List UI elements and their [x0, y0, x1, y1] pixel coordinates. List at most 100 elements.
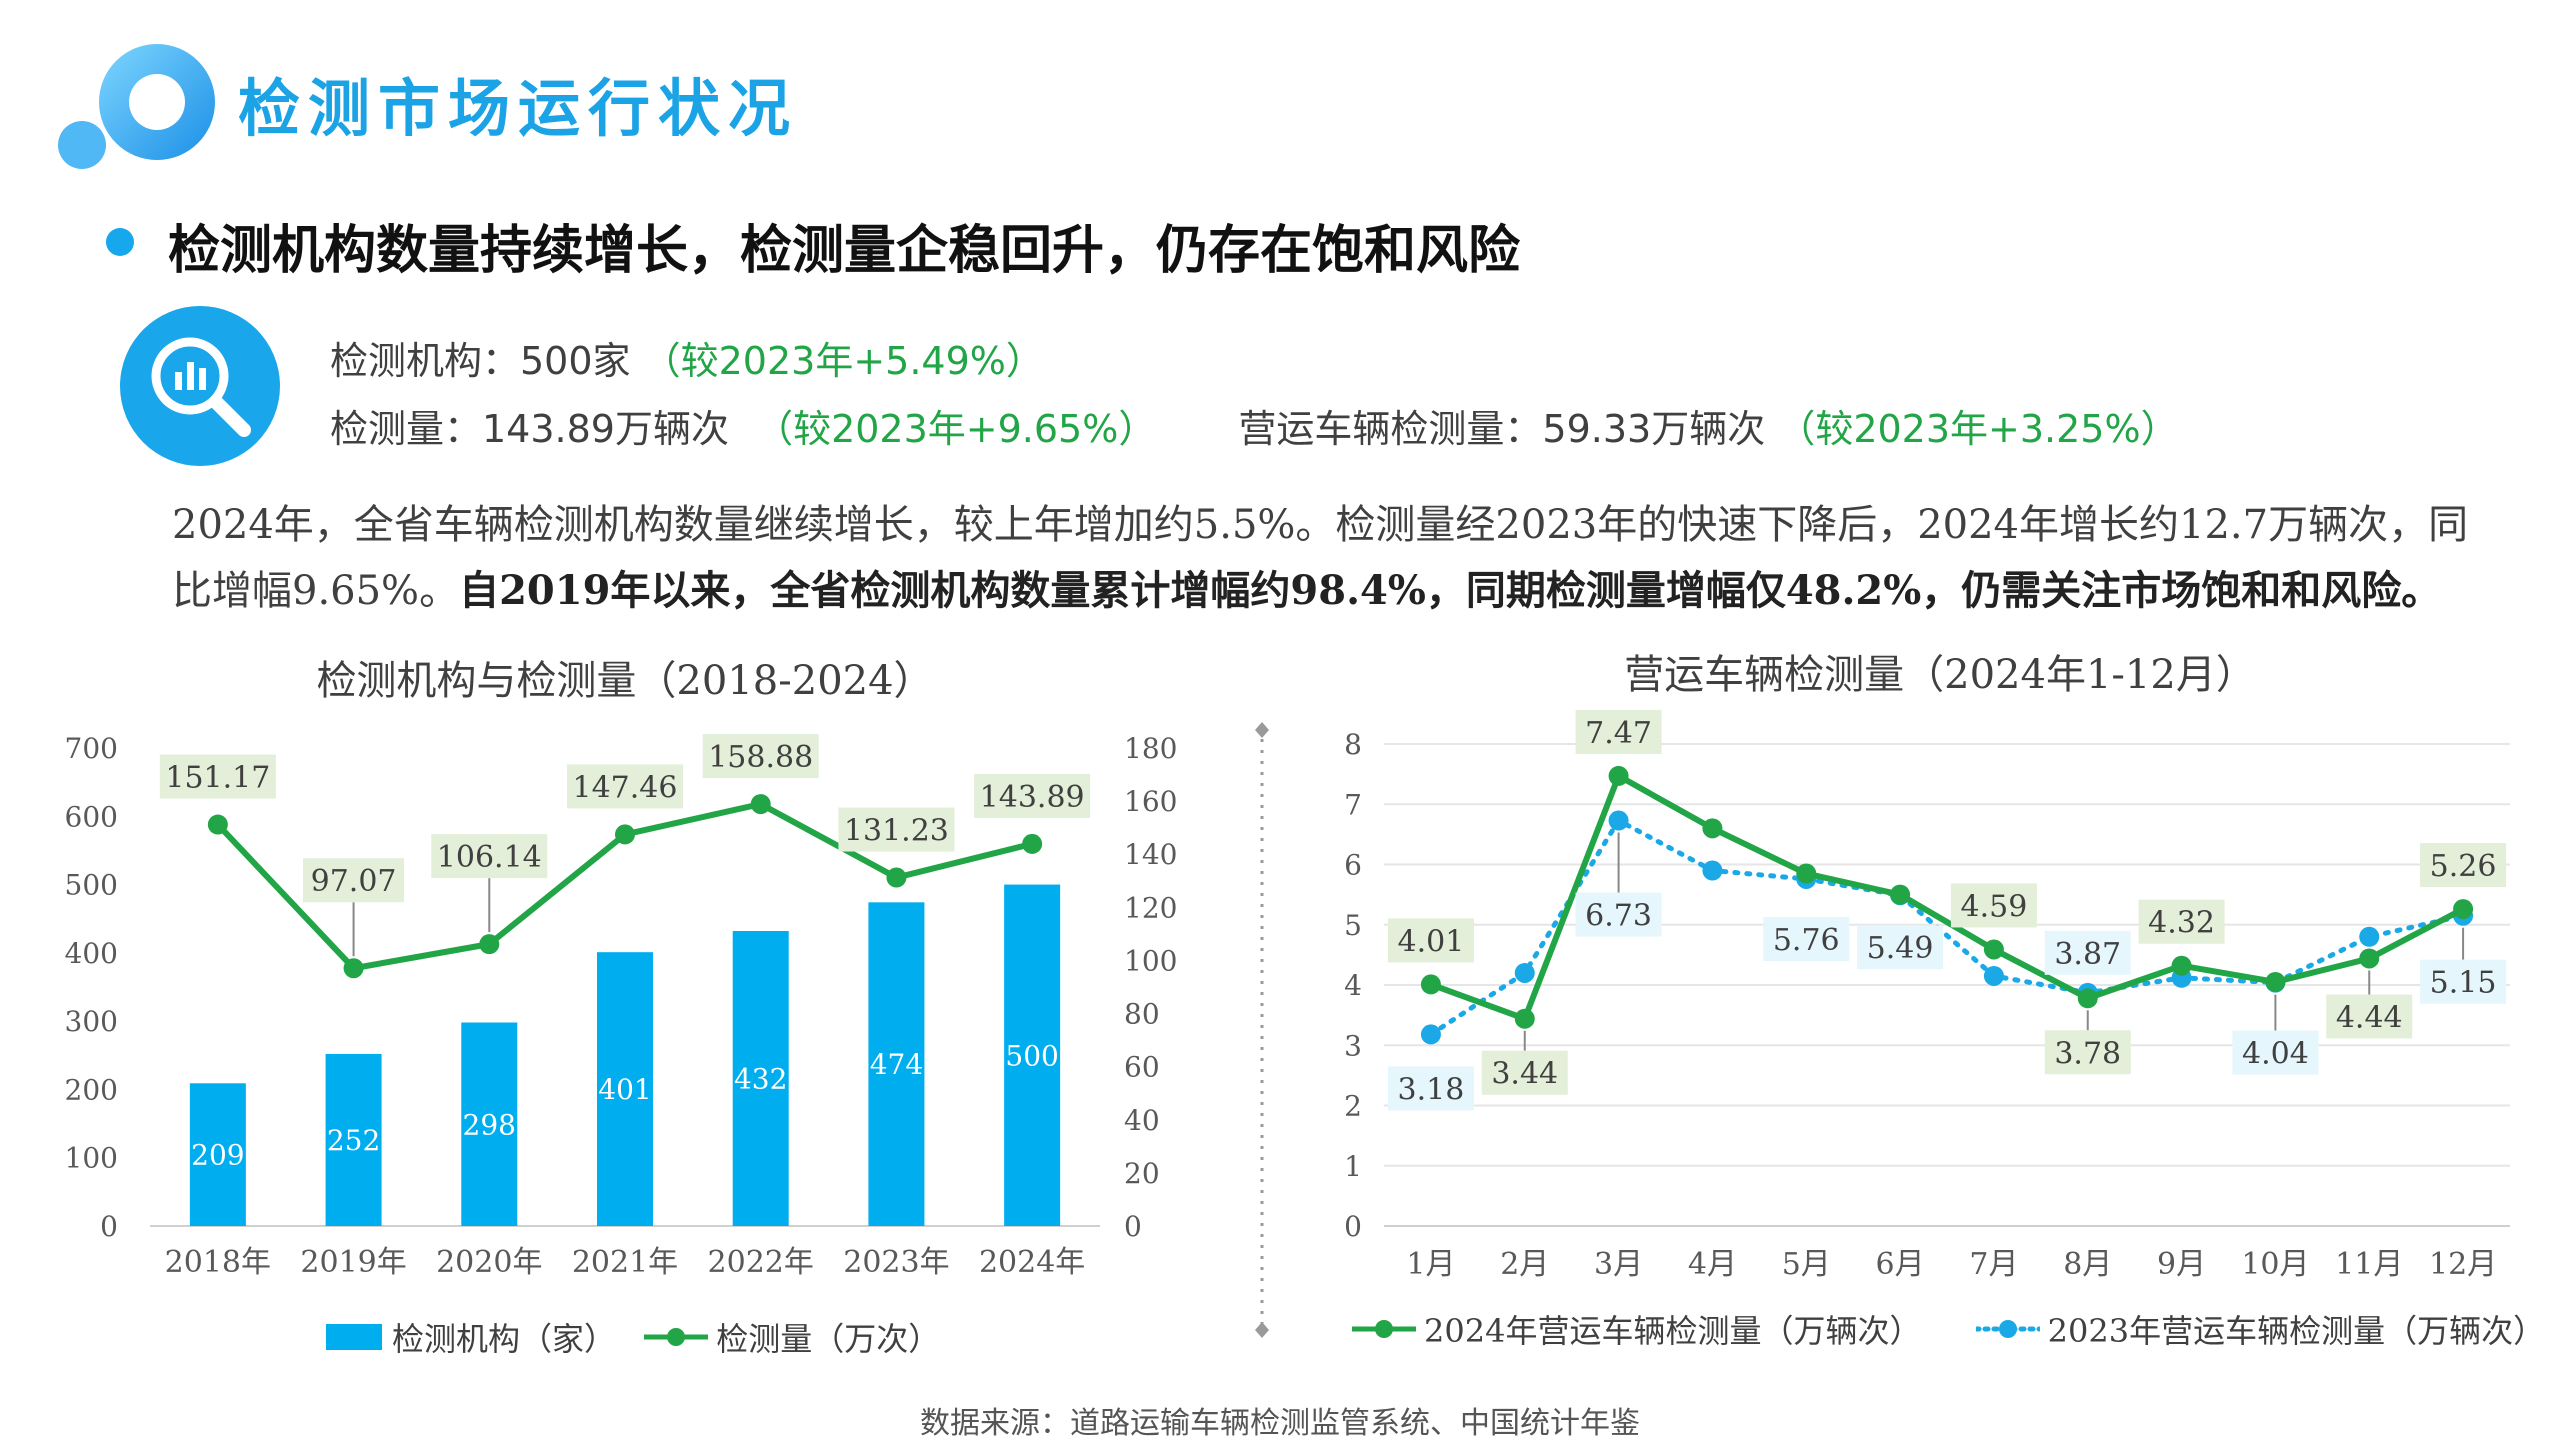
- chart2-x-tick: 4月: [1688, 1247, 1737, 1282]
- legend-item-2023: 2023年营运车辆检测量（万辆次）: [1975, 1306, 2546, 1352]
- chart1-bar-label: 401: [598, 1073, 651, 1106]
- chart2-point-2023: [1702, 860, 1723, 881]
- chart1-bar-label: 252: [327, 1124, 380, 1157]
- kpi-inspections-change: （较2023年+9.65%）: [755, 407, 1157, 451]
- kpi-commercial-change: （较2023年+3.25%）: [1777, 407, 2179, 451]
- chart2-legend: 2024年营运车辆检测量（万辆次） 2023年营运车辆检测量（万辆次）: [1352, 1306, 2560, 1352]
- chart2-point-2023: [1514, 962, 1535, 983]
- chart2-label-2024-box: [2420, 843, 2507, 888]
- chart2-y-tick: 6: [1344, 849, 1362, 882]
- chart1-volume-label-box: [838, 807, 955, 852]
- kpi-institutions: 检测机构：500家: [330, 339, 631, 383]
- chart2-y-tick: 5: [1344, 909, 1362, 942]
- chart1-y-tick: 700: [65, 732, 118, 765]
- chart1-legend: 检测机构（家） 检测量（万次）: [326, 1314, 958, 1360]
- chart1-x-tick: 2021年: [572, 1245, 678, 1280]
- chart2-label-2023: 3.87: [2054, 937, 2121, 972]
- legend-label-2024: 2024年营运车辆检测量（万辆次）: [1424, 1312, 1922, 1350]
- chart2-x-tick: 12月: [2429, 1247, 2497, 1282]
- chart2-point-2024: [1796, 863, 1817, 884]
- chart1-volume-label-box: [567, 764, 683, 809]
- chart2-point-2023: [1608, 810, 1629, 831]
- chart1-volume-label: 106.14: [437, 840, 542, 875]
- chart1-volume-label: 158.88: [708, 740, 813, 775]
- chart1-bar: [868, 902, 925, 1226]
- chart1-volume-point: [750, 794, 771, 815]
- chart1-volume-label-box: [303, 858, 405, 903]
- chart1-bar: [1004, 884, 1061, 1226]
- chart1-volume-label-box: [974, 773, 1091, 818]
- subtitle: 检测机构数量持续增长，检测量企稳回升，仍存在饱和风险: [168, 221, 1521, 281]
- chart2-point-2024: [2171, 955, 2192, 976]
- chart1-volume-label: 151.17: [165, 761, 270, 796]
- chart2-label-2024-box: [2326, 994, 2413, 1039]
- chart2-x-tick: 5月: [1782, 1247, 1831, 1282]
- chart2-point-2024: [1514, 1008, 1535, 1029]
- chart2-label-2023-box: [1575, 892, 1662, 937]
- chart2-y-tick: 0: [1344, 1210, 1362, 1243]
- chart1-bar: [732, 931, 789, 1226]
- chart2-x-tick: 2月: [1500, 1247, 1549, 1282]
- chart1-x-tick: 2018年: [165, 1245, 271, 1280]
- chart1-x-tick: 2023年: [843, 1245, 949, 1280]
- legend-item-volume: 检测量（万次）: [644, 1314, 940, 1360]
- chart2-label-2024-box: [1387, 918, 1474, 963]
- chart2-label-2023: 4.04: [2242, 1037, 2309, 1072]
- chart1-bar: [325, 1053, 382, 1226]
- summary-paragraph: 2024年，全省车辆检测机构数量继续增长，较上年增加约5.5%。检测量经2023…: [172, 492, 2502, 624]
- chart2-y-tick: 3: [1344, 1029, 1362, 1062]
- kpi-institutions-change: （较2023年+5.49%）: [642, 339, 1044, 383]
- chart1-y-tick: 200: [65, 1073, 118, 1106]
- chart1-volume-point: [615, 824, 635, 845]
- chart2-line-2023: [1428, 817, 2466, 1037]
- chart2-point-2024: [1702, 818, 1723, 839]
- summary-part-1: 2024年，全省车辆检测机构数量继续增长，较上年增加约5.5%。检测量经2023…: [172, 502, 2469, 614]
- chart2-label-2023: 3.18: [1398, 1072, 1465, 1107]
- chart1-volume-point: [207, 814, 228, 835]
- chart2-label-2024: 7.47: [1585, 716, 1652, 751]
- chart2-x-tick: 10月: [2241, 1247, 2309, 1282]
- chart2-label-2024: 4.01: [1398, 924, 1465, 959]
- chart1-bar: [461, 1022, 518, 1226]
- chart1-bar-label: 432: [734, 1063, 787, 1096]
- chart1-volume-point: [479, 934, 500, 955]
- chart1-y-tick: 400: [65, 937, 118, 970]
- legend-swatch-2024: [1352, 1320, 1416, 1338]
- divider-cap-bottom: [1255, 1322, 1269, 1338]
- chart1-bar: [189, 1083, 246, 1226]
- chart2-point-2024: [2265, 971, 2286, 992]
- chart1-title: 检测机构与检测量（2018-2024）: [316, 658, 933, 704]
- chart1-volume-label: 97.07: [311, 864, 397, 899]
- chart1-volume-point: [343, 958, 364, 979]
- chart1-y-tick: 500: [65, 869, 118, 902]
- chart2-label-2023-box: [1857, 925, 1944, 970]
- chart2-x-tick: 8月: [2063, 1247, 2112, 1282]
- chart1-y2-tick: 20: [1124, 1157, 1160, 1190]
- chart2-y-tick: 1: [1344, 1150, 1362, 1183]
- chart2-point-2024: [1890, 884, 1911, 905]
- legend-label-volume: 检测量（万次）: [716, 1320, 941, 1358]
- legend-label-2023: 2023年营运车辆检测量（万辆次）: [2047, 1312, 2546, 1350]
- chart2-label-2024-box: [1950, 883, 2037, 928]
- chart1-y2-tick: 40: [1124, 1104, 1160, 1137]
- chart1-volume-label-box: [702, 734, 819, 779]
- chart2-title: 营运车辆检测量（2024年1-12月）: [1624, 652, 2256, 698]
- chart2-x-tick: 11月: [2335, 1247, 2403, 1282]
- chart1-bar-label: 474: [870, 1048, 923, 1081]
- chart1-volume-label-box: [431, 834, 548, 879]
- chart1-volume-point: [886, 867, 907, 888]
- chart2-label-2024: 4.59: [1961, 889, 2028, 924]
- chart1-volume-label: 131.23: [844, 814, 949, 849]
- logo-icon: [58, 44, 215, 169]
- chart2-label-2024: 3.78: [2054, 1036, 2121, 1071]
- chart2-label-2023: 6.73: [1585, 899, 1652, 934]
- chart1-y-tick: 600: [65, 800, 118, 833]
- chart2-label-2023-box: [2044, 930, 2131, 975]
- chart1-y2-tick: 180: [1124, 732, 1177, 765]
- chart2-label-2024-box: [1481, 1050, 1568, 1095]
- chart2-y-tick: 7: [1344, 788, 1362, 821]
- chart2-label-2024: 3.44: [1491, 1057, 1558, 1092]
- page-title: 检测市场运行状况: [238, 72, 799, 145]
- chart1-volume-label: 143.89: [980, 780, 1085, 815]
- chart1-volume-point: [1022, 833, 1043, 854]
